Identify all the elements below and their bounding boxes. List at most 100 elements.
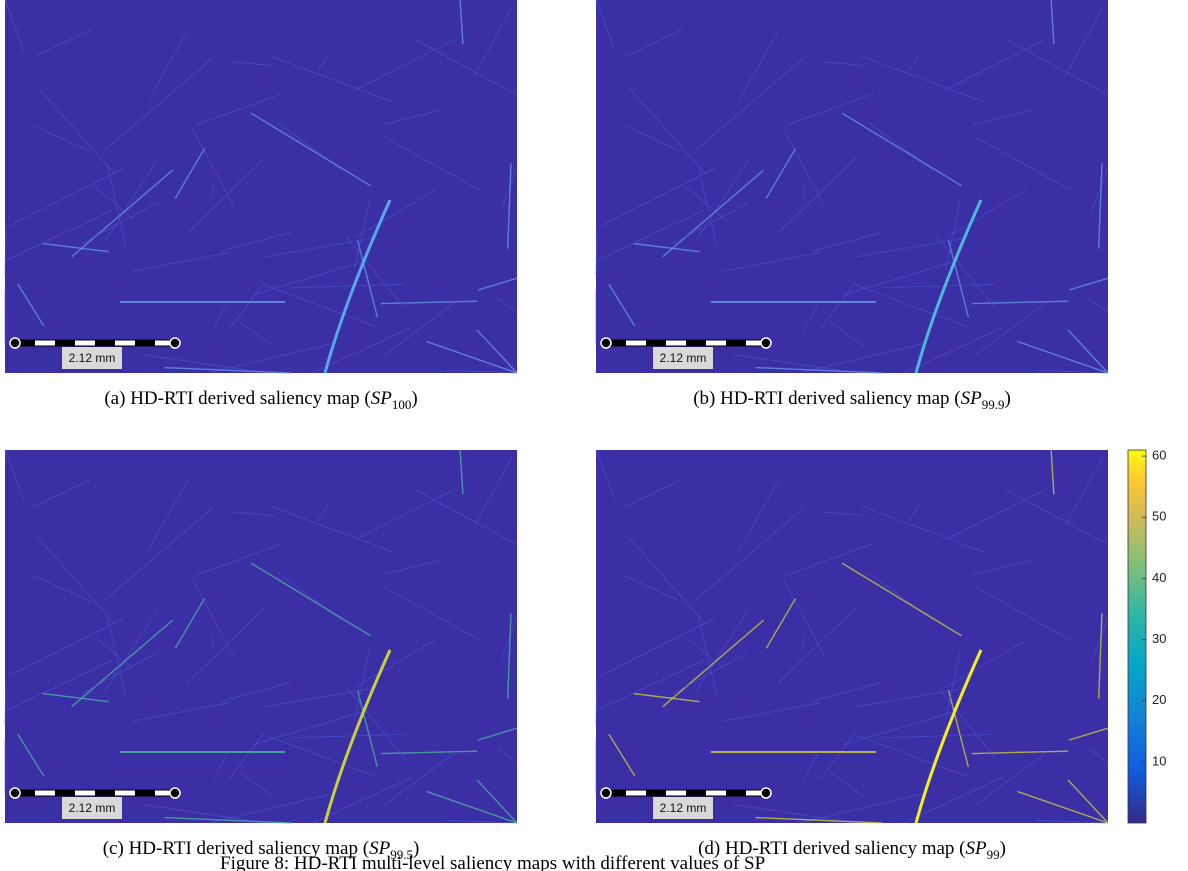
scratch [608,733,636,777]
scratch [356,39,456,90]
scratch [1091,617,1109,661]
scratch [312,776,413,824]
scale-end [600,337,612,349]
scale-dash [135,790,155,796]
scratch [413,488,518,546]
scratch [476,329,518,374]
scratch [819,282,856,330]
scale-dash [95,790,115,796]
scratch [860,55,986,104]
scratch [211,752,228,782]
scale-end [169,337,181,349]
scratch [844,259,959,296]
scale-dash [95,340,115,346]
scratch [195,543,283,576]
scratch [36,535,116,625]
caption-symbol: SP [961,388,983,409]
scratch [500,167,518,211]
scratch [973,751,1048,807]
scratch [239,771,275,798]
scratch [1068,277,1109,291]
scratch [413,38,518,96]
scratch [841,112,962,187]
scratch [265,284,379,328]
scratch [164,816,292,824]
scratch [947,39,1047,90]
scale-end [760,337,772,349]
scratch [695,159,749,242]
scratch [142,804,252,822]
scratch [211,635,214,648]
scratch [263,687,377,708]
scratch [1004,38,1109,96]
scratch [164,366,292,374]
scratch [497,748,518,763]
scratch [695,56,805,151]
scratch [830,771,866,798]
scratch [9,167,125,227]
scratch [971,300,1069,305]
scratch [354,649,370,720]
scratch [973,301,1048,357]
scale-dash [646,340,666,346]
scratch [633,242,700,253]
scratch [971,750,1069,755]
colorbar-tick-label: 30 [1152,631,1166,646]
scratch [506,613,512,699]
scratch [345,235,405,309]
scratch [819,732,856,780]
scratch [595,680,598,726]
scratch [595,449,616,501]
scratch [695,609,749,692]
scratch [799,793,923,824]
scratch [595,230,598,276]
scratch [381,560,440,576]
scratch [477,277,518,291]
scratch [497,298,518,313]
scale-end [760,787,772,799]
caption-text: ) [413,838,419,859]
scratch [356,489,456,540]
scratch [625,125,681,152]
scratch [765,148,797,199]
scratch [1050,0,1055,45]
scratch [191,578,235,658]
scratch [186,606,266,684]
scratch [95,186,134,220]
scratch [476,779,518,824]
scratch [695,506,805,601]
saliency-map [5,0,517,373]
scratch [860,505,986,554]
scratch [624,478,684,507]
scratch [71,619,174,708]
scratch [608,283,636,327]
caption-symbol: SP [371,388,393,409]
scratch [239,321,275,348]
scratch [908,53,921,72]
scale-label-box [653,797,713,819]
scratch [228,282,265,330]
scratch [627,85,707,175]
scratch [107,616,127,697]
scratch [802,302,819,332]
scratch [802,635,805,648]
caption-subscript: 99 [987,847,1000,862]
scratch [354,199,370,270]
scratch [500,617,518,661]
scratch [191,128,235,208]
scratch [799,343,923,374]
scratch [723,252,822,272]
scratch [733,354,843,372]
main-scratch [323,199,392,374]
scratch [782,128,826,208]
scratch [33,28,93,57]
scratch [830,321,866,348]
scratch [947,239,970,318]
scratches [595,0,1109,374]
scratch [723,702,822,722]
scratch [4,0,25,51]
scratch [1050,449,1055,495]
scratch [228,732,265,780]
scale-label: 2.12 mm [660,351,707,365]
scratch [381,585,480,641]
